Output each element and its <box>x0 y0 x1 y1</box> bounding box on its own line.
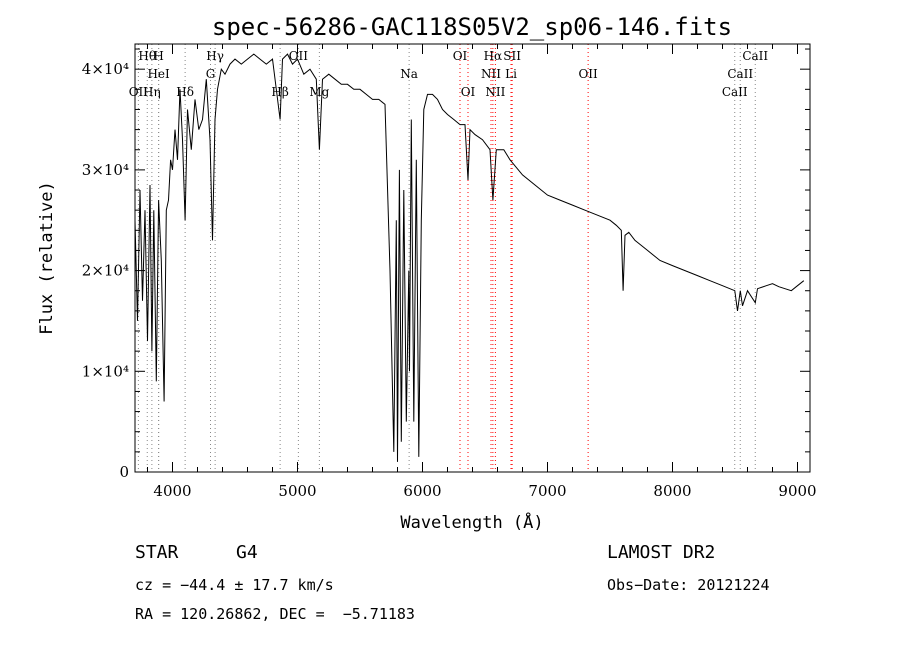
line-markers <box>137 44 756 472</box>
line-label: NII <box>481 67 501 81</box>
line-label: Hδ <box>176 85 194 99</box>
spectrum-chart: spec-56286-GAC118S05V2_sp06-146.fits HθH… <box>37 13 817 533</box>
x-tick-label: 5000 <box>278 482 316 500</box>
redshift-cz: cz = −44.4 ± 17.7 km/s <box>135 576 334 594</box>
object-subclass: G4 <box>236 542 258 563</box>
line-label: OII <box>289 49 309 63</box>
x-tick-label: 7000 <box>528 482 566 500</box>
x-tick-label: 6000 <box>403 482 441 500</box>
line-label: Li <box>505 67 517 81</box>
x-tick-label: 9000 <box>778 482 816 500</box>
survey-name: LAMOST DR2 <box>607 542 716 563</box>
line-label: OII <box>578 67 598 81</box>
line-label: HeI <box>147 67 170 81</box>
line-label: NII <box>485 85 505 99</box>
line-label: H <box>153 49 163 63</box>
line-label: OII <box>129 85 149 99</box>
x-axis: 4000 5000 6000 7000 8000 9000 <box>147 44 817 500</box>
x-tick-label: 4000 <box>153 482 191 500</box>
line-label: Hγ <box>206 49 224 63</box>
y-tick-label: 0 <box>119 463 129 481</box>
spectrum-series <box>134 53 805 462</box>
plot-frame <box>134 43 811 473</box>
line-label: OI <box>453 49 468 63</box>
chart-title: spec-56286-GAC118S05V2_sp06-146.fits <box>212 13 732 41</box>
line-label: Hα <box>484 49 503 63</box>
x-tick-label: 8000 <box>653 482 691 500</box>
y-tick-label: 3×10⁴ <box>82 161 129 179</box>
line-label: CaII <box>722 85 748 99</box>
object-class: STAR <box>135 542 179 563</box>
line-label: Hθ <box>138 49 156 63</box>
spectrum-line <box>134 53 805 462</box>
line-label: G <box>206 67 216 81</box>
y-tick-label: 4×10⁴ <box>82 60 129 78</box>
line-label: OI <box>461 85 476 99</box>
line-label: Hη <box>143 85 161 99</box>
line-label: CaII <box>727 67 753 81</box>
line-label: CaII <box>742 49 768 63</box>
y-tick-label: 2×10⁴ <box>82 262 129 280</box>
y-axis-label: Flux (relative) <box>37 181 57 335</box>
obs-date: Obs−Date: 20121224 <box>607 576 770 594</box>
line-label: Hβ <box>271 85 288 99</box>
y-tick-label: 1×10⁴ <box>82 362 129 380</box>
y-axis: 0 1×10⁴ 2×10⁴ 3×10⁴ 4×10⁴ <box>82 48 810 481</box>
x-axis-label: Wavelength (Å) <box>400 511 543 533</box>
line-label: Mg <box>309 85 329 99</box>
ra-dec: RA = 120.26862, DEC = −5.71183 <box>135 605 415 623</box>
line-label: SII <box>503 49 521 63</box>
line-label: Na <box>400 67 418 81</box>
